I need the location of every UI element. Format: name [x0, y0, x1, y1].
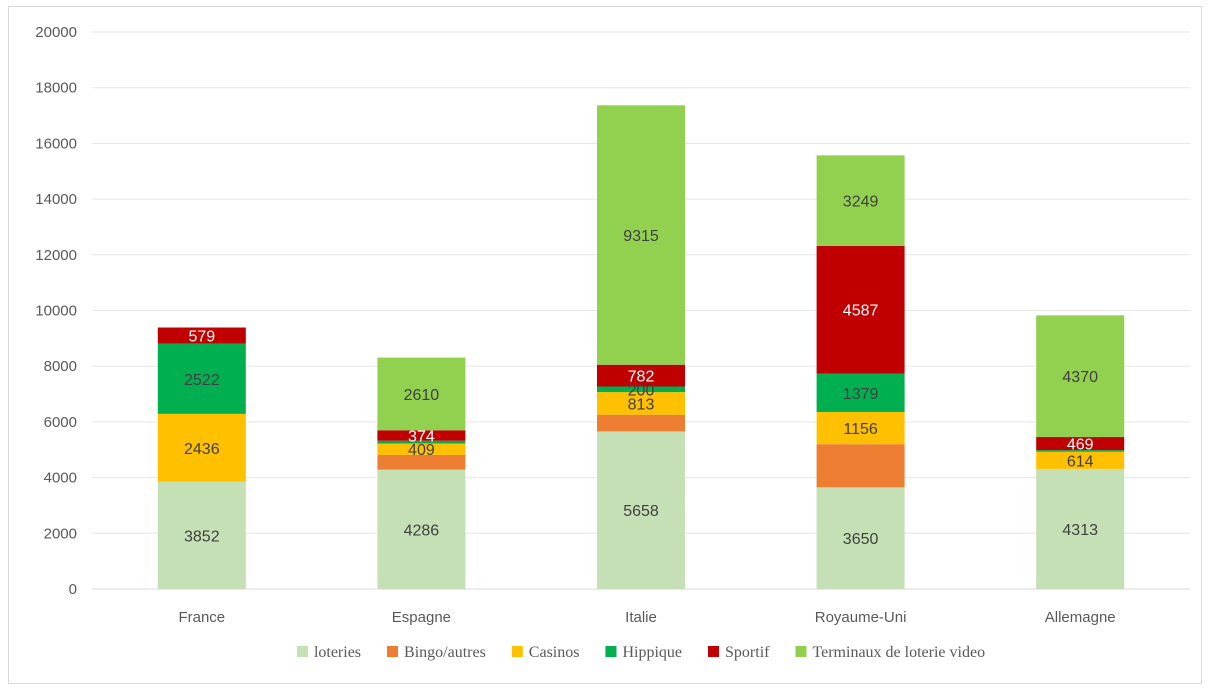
- y-tick-label: 16000: [35, 135, 77, 152]
- legend-item: Terminaux de loterie video: [795, 644, 985, 661]
- y-tick-label: 0: [69, 581, 77, 598]
- bar-segment: [377, 430, 466, 441]
- bar-segment: [597, 392, 685, 415]
- bar-segment: [1036, 451, 1125, 469]
- bar-segment: [157, 327, 246, 344]
- data-label: 813: [628, 396, 655, 413]
- bar-segment: [816, 373, 905, 412]
- y-tick-label: 10000: [35, 303, 77, 320]
- data-label: 614: [1067, 453, 1094, 470]
- x-category-label: Allemagne: [1045, 609, 1116, 626]
- data-label: 3249: [843, 194, 879, 211]
- legend-label: Sportif: [725, 644, 770, 661]
- data-label: 374: [408, 428, 435, 445]
- data-label: 4313: [1062, 522, 1098, 539]
- legend-swatch: [511, 646, 523, 657]
- data-label: 409: [408, 442, 435, 459]
- y-axis-ticks: 0 2000 4000 6000 8000 10000 12000 14000 16000 180…: [35, 24, 77, 598]
- data-label: 4370: [1062, 369, 1098, 386]
- legend-swatch: [605, 646, 617, 657]
- bar-segment: [157, 413, 246, 482]
- legend-swatch: [795, 646, 807, 657]
- y-tick-label: 6000: [44, 414, 77, 431]
- bar-segment: [1036, 468, 1125, 589]
- legend-label: loteries: [314, 644, 361, 661]
- legend-label: Bingo/autres: [404, 644, 486, 661]
- legend-swatch: [708, 646, 720, 657]
- bar-segment: [597, 386, 685, 393]
- y-tick-label: 12000: [35, 247, 77, 264]
- bar-segment: [1036, 315, 1125, 438]
- bar-segment: [597, 431, 685, 589]
- data-label: 200: [628, 382, 655, 399]
- bar-segment: [377, 357, 466, 431]
- legend-item: Sportif: [708, 644, 770, 661]
- legend-label: Casinos: [529, 644, 580, 661]
- data-label: 782: [628, 369, 655, 386]
- legend-item: Hippique: [605, 644, 682, 661]
- data-label: 579: [188, 329, 215, 346]
- data-label: 1379: [843, 386, 879, 403]
- bar-segment: [377, 440, 466, 444]
- x-category-label: Espagne: [392, 609, 451, 626]
- bar-segment: [1036, 437, 1125, 451]
- data-label: 469: [1067, 437, 1094, 454]
- bar-segment: [157, 343, 246, 414]
- data-label: 3852: [184, 528, 220, 545]
- legend-item: Bingo/autres: [387, 644, 486, 661]
- data-label: 2610: [404, 387, 440, 404]
- x-category-label: France: [178, 609, 225, 626]
- legend-swatch: [387, 646, 399, 657]
- x-category-label: Royaume-Uni: [815, 609, 907, 626]
- data-label: 4286: [404, 522, 440, 539]
- bar-segment: [816, 245, 905, 374]
- x-category-label: Italie: [625, 609, 657, 626]
- y-tick-label: 18000: [35, 80, 77, 97]
- data-label: 2436: [184, 441, 220, 458]
- x-axis-categories: France Espagne Italie Royaume-Uni Allemagne: [178, 609, 1115, 626]
- bar-stacks: [157, 105, 1125, 589]
- legend-label: Terminaux de loterie video: [812, 644, 985, 661]
- bar-segment: [157, 481, 246, 589]
- data-label: 2522: [184, 372, 220, 389]
- data-label: 3650: [843, 531, 879, 548]
- y-tick-label: 2000: [44, 525, 77, 542]
- bar-segment: [816, 487, 905, 589]
- legend-swatch: [296, 646, 308, 657]
- data-label: 1156: [843, 421, 878, 438]
- y-tick-label: 20000: [35, 24, 77, 41]
- bar-segment: [597, 364, 685, 387]
- y-tick-label: 8000: [44, 358, 77, 375]
- bar-segment: [816, 411, 905, 445]
- bar-segment: [597, 414, 685, 432]
- bar-segment: [377, 469, 466, 589]
- data-label: 9315: [623, 228, 659, 245]
- bar-segment: [597, 105, 685, 365]
- legend: loteries Bingo/autres Casinos Hippique Sport…: [296, 644, 985, 661]
- data-label: 5658: [623, 503, 659, 520]
- bar-segment: [816, 444, 905, 488]
- legend-label: Hippique: [622, 644, 682, 661]
- bar-segment: [1036, 450, 1125, 452]
- y-tick-label: 4000: [44, 470, 77, 487]
- legend-item: loteries: [296, 644, 361, 661]
- legend-item: Casinos: [511, 644, 580, 661]
- data-label: 4587: [843, 303, 879, 320]
- bar-segment: [377, 454, 466, 470]
- bar-segment: [377, 443, 466, 455]
- bar-segment: [816, 155, 905, 246]
- y-tick-label: 14000: [35, 191, 77, 208]
